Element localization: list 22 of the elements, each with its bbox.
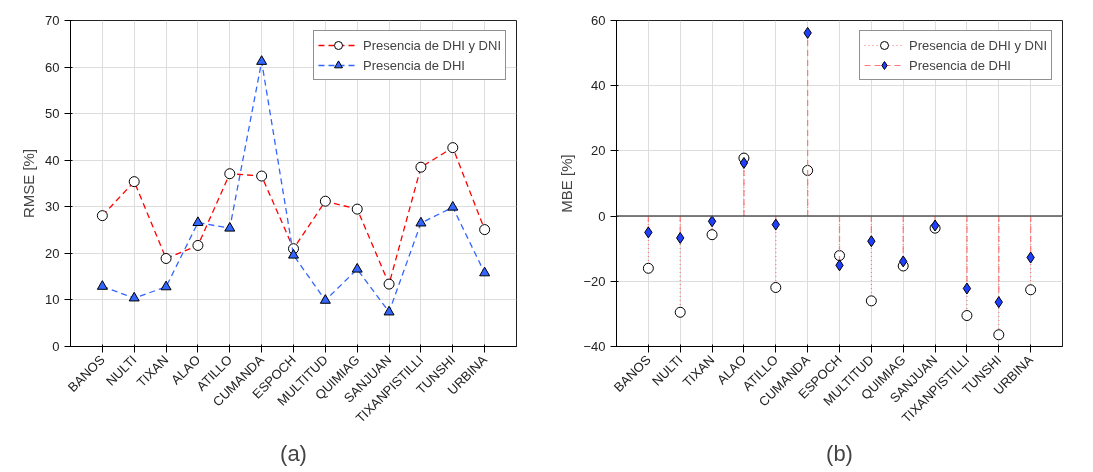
legend-label: Presencia de DHI y DNI [363,37,501,53]
text: (a) [280,440,307,466]
legend-label: Presencia de DHI [363,57,465,73]
y-tick-label: 40 [591,78,606,94]
y-tick-label: −40 [583,339,606,354]
y-tick-label: 20 [45,245,60,261]
text: (b) [826,440,853,466]
legend-label: Presencia de DHI [909,57,1011,73]
y-tick-label: 30 [45,199,60,215]
y-tick-label: 0 [598,208,606,224]
y-tick-label: 20 [591,143,606,159]
y-tick-label: 60 [591,13,606,28]
y-tick-label: −20 [583,273,606,289]
y-tick-label: 40 [45,152,60,168]
y-tick-label: 10 [45,292,60,308]
y-tick-label: 50 [45,106,60,122]
y-axis-title: MBE [%] [558,154,576,213]
legend-label: Presencia de DHI y DNI [909,37,1047,53]
y-tick-label: 60 [45,59,60,75]
y-tick-label: 0 [52,339,60,354]
y-axis-title: RMSE [%] [20,148,38,219]
y-tick-label: 70 [45,13,60,28]
